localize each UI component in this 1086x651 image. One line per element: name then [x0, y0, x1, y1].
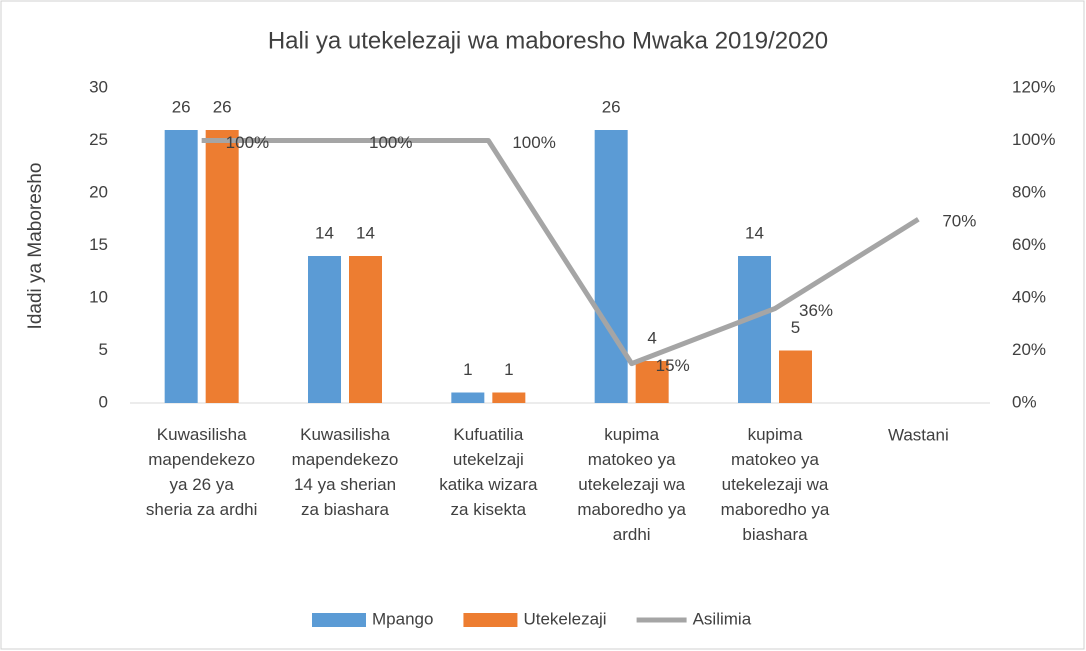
legend-label: Asilimia	[693, 609, 752, 628]
data-label: 14	[356, 223, 375, 242]
x-tick-label: Kuwasilisha mapendekezo 14 ya sherian za bi…	[292, 425, 399, 519]
legend-label: Mpango	[372, 609, 433, 628]
y-tick-label: 15	[89, 235, 108, 254]
legend-swatch	[312, 613, 366, 627]
bar	[635, 361, 669, 403]
line-label: 100%	[369, 133, 412, 152]
y-tick-label: 20	[89, 182, 108, 201]
bar	[492, 392, 526, 403]
bar	[594, 130, 628, 403]
legend-label: Utekelezaji	[523, 609, 606, 628]
data-label: 4	[647, 328, 656, 347]
bar	[738, 256, 771, 403]
line-label: 100%	[512, 133, 555, 152]
data-label: 14	[745, 223, 764, 242]
y2-tick-label: 100%	[1012, 130, 1055, 149]
bar	[164, 130, 198, 403]
bar	[451, 392, 485, 403]
y-tick-label: 5	[99, 340, 108, 359]
bar	[308, 256, 341, 403]
y2-tick-label: 40%	[1012, 287, 1046, 306]
x-tick-label: Kuwasilisha mapendekezo ya 26 ya sheria za …	[146, 425, 258, 519]
y2-tick-label: 60%	[1012, 235, 1046, 254]
y-axis-label: Idadi ya Maboresho	[25, 163, 46, 330]
y-tick-label: 25	[89, 130, 108, 149]
line-label: 36%	[799, 301, 833, 320]
x-tick-label: Wastani	[888, 425, 949, 444]
line-label: 15%	[656, 356, 690, 375]
chart-title: Hali ya utekelezaji wa maboresho Mwaka 2…	[268, 27, 828, 54]
data-label: 26	[172, 97, 191, 116]
y2-tick-label: 20%	[1012, 340, 1046, 359]
data-label: 26	[213, 97, 232, 116]
y2-tick-label: 80%	[1012, 182, 1046, 201]
bar	[205, 130, 239, 403]
line-label: 100%	[226, 133, 269, 152]
x-tick-label: Kufuatilia utekelzaji katika wizara za kise…	[439, 425, 538, 519]
data-label: 26	[602, 97, 621, 116]
y-tick-label: 10	[89, 287, 108, 306]
data-label: 1	[463, 360, 472, 379]
data-label: 14	[315, 223, 334, 242]
line	[201, 138, 920, 367]
y-tick-label: 0	[99, 392, 108, 411]
y-tick-label: 30	[89, 77, 108, 96]
data-label: 5	[791, 318, 800, 337]
x-tick-label: kupima matokeo ya utekelezaji wa maboredho …	[721, 425, 830, 544]
data-label: 1	[504, 360, 513, 379]
line-label: 70%	[942, 212, 976, 231]
bar	[349, 256, 382, 403]
y2-tick-label: 0%	[1012, 392, 1037, 411]
legend-swatch	[463, 613, 518, 627]
bar	[779, 350, 812, 403]
x-tick-label: kupima matokeo ya utekelezaji wa maboredho …	[577, 425, 686, 544]
y2-tick-label: 120%	[1012, 77, 1055, 96]
